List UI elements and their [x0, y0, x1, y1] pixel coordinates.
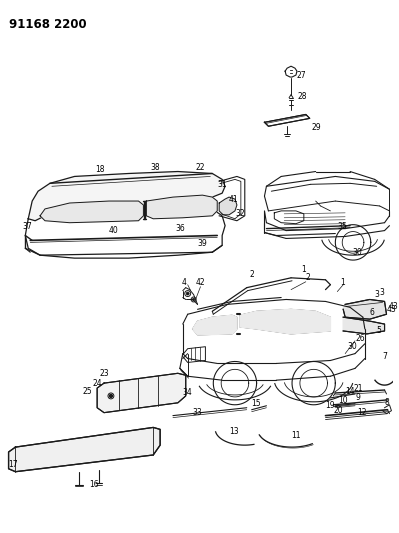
Text: 41: 41 — [229, 195, 239, 204]
Polygon shape — [146, 195, 217, 219]
Text: 13: 13 — [229, 427, 239, 436]
Polygon shape — [8, 427, 160, 472]
Text: 11: 11 — [291, 431, 300, 440]
Text: 3: 3 — [375, 290, 379, 299]
Polygon shape — [343, 317, 385, 334]
Polygon shape — [219, 197, 237, 215]
Text: 33: 33 — [193, 408, 202, 417]
Text: 22: 22 — [196, 163, 205, 172]
Text: 39: 39 — [198, 239, 207, 248]
Text: 18: 18 — [95, 165, 105, 174]
Circle shape — [109, 394, 113, 398]
Text: 27: 27 — [297, 70, 306, 79]
Text: 24: 24 — [92, 378, 102, 387]
Text: 10: 10 — [338, 397, 348, 406]
Polygon shape — [240, 309, 330, 334]
Circle shape — [186, 292, 189, 295]
Text: 40: 40 — [109, 226, 119, 235]
Text: 43: 43 — [389, 302, 398, 311]
Polygon shape — [343, 300, 387, 319]
Text: 91168 2200: 91168 2200 — [8, 18, 86, 31]
Text: 9: 9 — [355, 393, 360, 402]
Text: 4: 4 — [182, 278, 187, 287]
Text: 17: 17 — [8, 461, 18, 470]
Text: 3: 3 — [379, 288, 385, 297]
Text: 20: 20 — [334, 406, 343, 415]
Text: 32: 32 — [235, 209, 245, 219]
Text: 42: 42 — [196, 278, 205, 287]
Text: 36: 36 — [176, 224, 186, 233]
Polygon shape — [28, 172, 225, 221]
Text: 38: 38 — [150, 163, 160, 172]
Text: 1: 1 — [340, 278, 345, 287]
Text: 28: 28 — [298, 92, 308, 101]
Text: 1: 1 — [301, 265, 306, 274]
Text: 34: 34 — [183, 389, 193, 398]
Polygon shape — [265, 115, 310, 126]
Text: 43: 43 — [387, 305, 396, 314]
Text: 21: 21 — [353, 384, 363, 392]
Text: 14: 14 — [345, 386, 355, 395]
Text: 2: 2 — [250, 270, 255, 279]
Circle shape — [192, 298, 195, 301]
Text: 5: 5 — [377, 327, 381, 335]
Text: 16: 16 — [89, 480, 99, 489]
Polygon shape — [97, 373, 186, 413]
Text: 23: 23 — [99, 369, 109, 378]
Polygon shape — [40, 201, 143, 223]
Text: 26: 26 — [355, 334, 365, 343]
Text: 30: 30 — [352, 248, 362, 257]
Text: 37: 37 — [22, 222, 32, 231]
Text: 31: 31 — [217, 180, 227, 189]
Text: 29: 29 — [312, 123, 321, 132]
Text: 30: 30 — [347, 342, 357, 351]
Text: 35: 35 — [337, 222, 347, 231]
Text: 2: 2 — [306, 273, 310, 282]
Polygon shape — [193, 315, 237, 335]
Text: 19: 19 — [326, 401, 335, 410]
Text: 15: 15 — [252, 399, 261, 408]
Text: 6: 6 — [370, 308, 375, 317]
Text: 25: 25 — [82, 386, 92, 395]
Text: 8: 8 — [385, 398, 389, 407]
Text: 12: 12 — [357, 408, 367, 417]
Text: 7: 7 — [383, 352, 387, 361]
